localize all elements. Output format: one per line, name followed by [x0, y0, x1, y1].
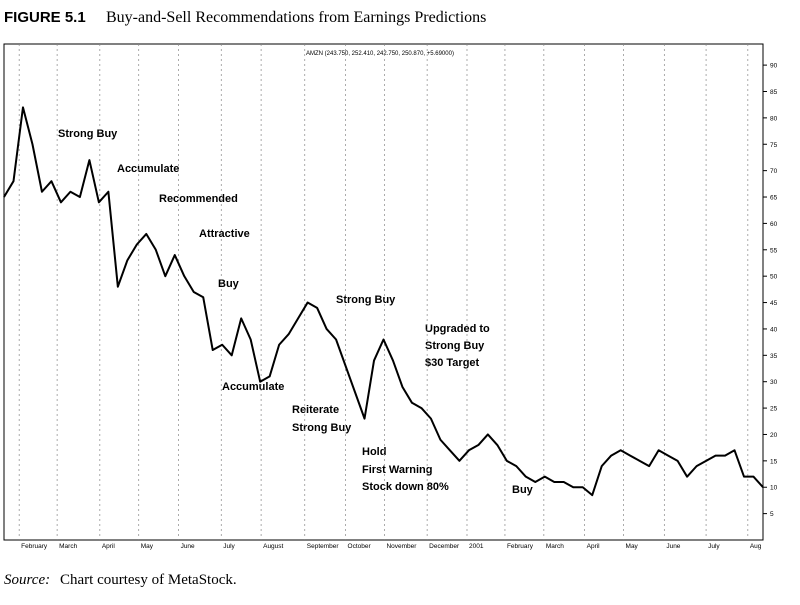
x-tick-label: February: [507, 543, 534, 550]
x-tick-label: October: [348, 543, 372, 550]
chart-title: Buy-and-Sell Recommendations from Earnin…: [106, 9, 486, 26]
x-tick-label: May: [626, 543, 639, 550]
source: Chart courtesy of MetaStock.: [60, 572, 237, 588]
x-tick-label: December: [429, 543, 460, 550]
x-tick-label: August: [263, 543, 283, 550]
annotation: Reiterate: [292, 404, 339, 416]
y-tick-label: 90: [770, 63, 778, 70]
y-tick-label: 55: [770, 247, 778, 254]
x-tick-label: March: [546, 543, 564, 550]
y-tick-label: 10: [770, 485, 778, 492]
y-tick-label: 20: [770, 432, 778, 439]
y-tick-label: 45: [770, 300, 778, 307]
annotation: Accumulate: [117, 163, 179, 175]
x-tick-label: September: [307, 543, 340, 550]
y-tick-label: 65: [770, 195, 778, 202]
y-tick-label: 35: [770, 353, 778, 360]
x-tick-label: Aug: [750, 543, 762, 550]
y-tick-label: 40: [770, 326, 778, 333]
annotation: Strong Buy: [425, 340, 485, 352]
annotation: Hold: [362, 446, 386, 458]
y-tick-label: 75: [770, 142, 778, 149]
figure-label: FIGURE 5.1: [4, 9, 86, 26]
y-tick-label: 25: [770, 406, 778, 413]
x-tick-label: April: [102, 543, 116, 550]
y-tick-label: 5: [770, 511, 774, 518]
annotation: Strong Buy: [292, 422, 352, 434]
annotation: Attractive: [199, 228, 250, 240]
y-tick-label: 15: [770, 458, 778, 465]
y-tick-label: 30: [770, 379, 778, 386]
x-tick-label: March: [59, 543, 77, 550]
x-tick-label: July: [223, 543, 235, 550]
x-tick-label: 2001: [469, 543, 484, 550]
x-tick-label: May: [141, 543, 154, 550]
annotation: Strong Buy: [58, 128, 118, 140]
y-tick-label: 70: [770, 168, 778, 175]
x-tick-label: June: [666, 543, 680, 550]
source-label: Source:: [4, 572, 50, 588]
annotation: Buy: [218, 278, 240, 290]
y-tick-label: 50: [770, 274, 778, 281]
annotations: Strong Buy Accumulate Recommended Attrac…: [58, 128, 534, 496]
annotation: Upgraded to: [425, 323, 490, 335]
annotation: Recommended: [159, 193, 238, 205]
x-tick-label: July: [708, 543, 720, 550]
x-tick-label: April: [587, 543, 601, 550]
annotation: Accumulate: [222, 381, 284, 393]
annotation: Strong Buy: [336, 294, 396, 306]
x-tick-label: November: [386, 543, 417, 550]
price-line: [3, 106, 764, 497]
chart-subtitle: AMZN (243.750, 252.410, 242.750, 250.870…: [306, 51, 454, 57]
annotation: $30 Target: [425, 357, 480, 369]
x-tick-label: February: [21, 543, 48, 550]
annotation: First Warning: [362, 464, 432, 476]
y-tick-label: 60: [770, 221, 778, 228]
annotation: Buy: [512, 484, 534, 496]
y-tick-label: 85: [770, 89, 778, 96]
annotation: Stock down 80%: [362, 481, 449, 493]
y-tick-label: 80: [770, 115, 778, 122]
plot-frame: [3, 43, 764, 541]
x-tick-label: June: [181, 543, 195, 550]
